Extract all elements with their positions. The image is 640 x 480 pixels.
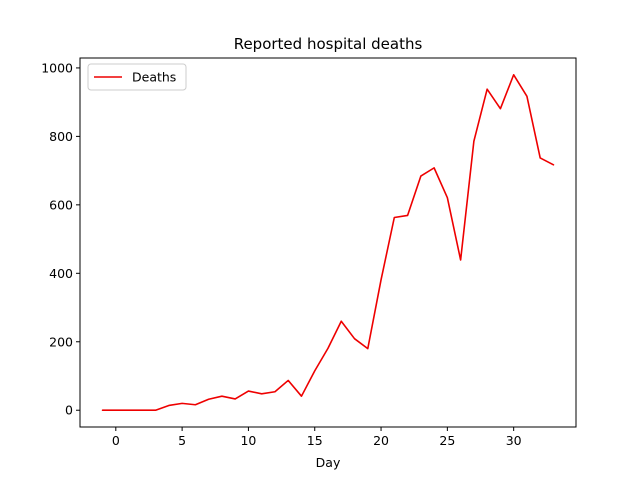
x-tick-label: 0 <box>112 433 120 448</box>
x-tick-label: 10 <box>240 433 256 448</box>
legend-label: Deaths <box>132 70 176 85</box>
legend-box <box>87 63 187 91</box>
plot-frame <box>79 57 577 428</box>
x-tick-label: 5 <box>178 433 186 448</box>
legend: Deaths <box>87 63 187 91</box>
y-tick-label: 800 <box>49 129 73 144</box>
x-axis-label: Day <box>316 455 341 470</box>
y-tick-label: 1000 <box>41 60 73 75</box>
y-tick-label: 600 <box>49 197 73 212</box>
x-axis: 0 5 10 15 20 25 30 <box>112 427 522 448</box>
x-tick-label: 20 <box>373 433 389 448</box>
y-axis: 0 200 400 600 800 1000 <box>41 60 80 418</box>
x-tick-label: 15 <box>307 433 323 448</box>
series-line-deaths <box>101 73 555 412</box>
y-tick-label: 0 <box>65 403 73 418</box>
y-tick-label: 400 <box>49 266 73 281</box>
x-tick-label: 25 <box>439 433 455 448</box>
plot-area <box>79 57 577 428</box>
y-tick-label: 200 <box>49 334 73 349</box>
x-tick-label: 30 <box>506 433 522 448</box>
chart-title: Reported hospital deaths <box>234 35 423 53</box>
